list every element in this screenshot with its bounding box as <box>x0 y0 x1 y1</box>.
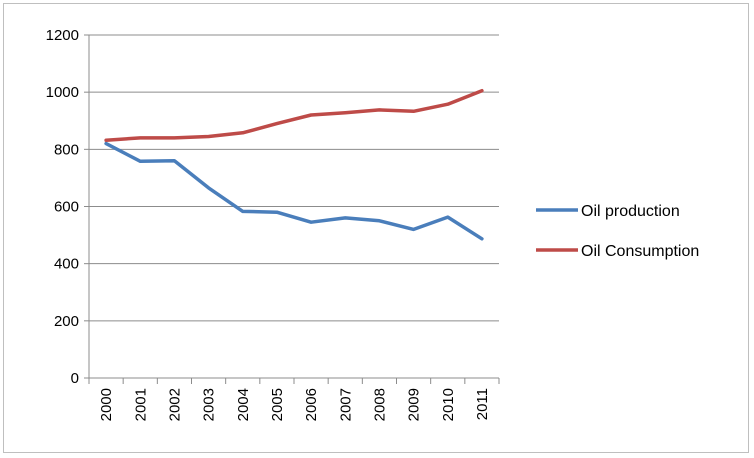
x-tick-label: 2003 <box>201 388 218 421</box>
legend-label: Oil Consumption <box>581 243 699 260</box>
x-tick-label: 2001 <box>132 388 149 421</box>
x-tick-label: 2006 <box>303 388 320 421</box>
y-tick-label: 800 <box>54 141 79 158</box>
x-tick-label: 2005 <box>269 388 286 421</box>
legend-label: Oil production <box>581 203 680 220</box>
legend: Oil production Oil Consumption <box>536 203 699 260</box>
x-tick-label: 2007 <box>337 388 354 421</box>
y-tick-label: 200 <box>54 313 79 330</box>
x-tick-label: 2009 <box>406 388 423 421</box>
x-tick-label: 2010 <box>440 388 457 421</box>
x-tick-label: 2000 <box>98 388 115 421</box>
y-tick-label: 1200 <box>46 27 79 44</box>
series-line-oil-production <box>104 141 484 241</box>
gridlines <box>89 34 499 322</box>
y-tick-labels: 0 200 400 600 800 1000 1200 <box>46 27 79 387</box>
y-tick-label: 400 <box>54 256 79 273</box>
x-tick-labels: 2000 2001 2002 2003 2004 2005 2006 2007 2008 2009… <box>98 388 491 421</box>
series-line-oil-consumption <box>104 88 484 142</box>
x-tick-label: 2011 <box>474 388 491 420</box>
axes <box>84 34 500 384</box>
x-tick-label: 2004 <box>235 388 252 421</box>
series-lines <box>104 88 484 241</box>
y-tick-label: 0 <box>71 370 79 387</box>
x-tick-label: 2002 <box>166 388 183 421</box>
x-tick-label: 2008 <box>371 388 388 421</box>
y-tick-label: 1000 <box>46 84 79 101</box>
y-tick-label: 600 <box>54 199 79 216</box>
